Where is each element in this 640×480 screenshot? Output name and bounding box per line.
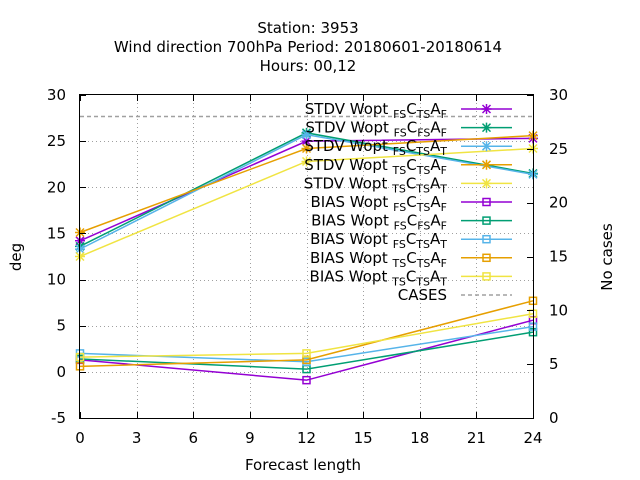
- y2-tick-label-20: 20: [549, 194, 568, 212]
- chart-title-line2: Wind direction 700hPa Period: 20180601-2…: [114, 38, 502, 56]
- legend-entry-6: BIAS Wopt FSCFSAF: [311, 212, 512, 233]
- legend-entry-4: STDV Wopt TSCTSAT: [304, 174, 512, 195]
- plot-frame: [79, 94, 534, 419]
- legend-marker-3: [481, 159, 492, 170]
- x-tick-label-0: 0: [75, 429, 85, 447]
- legend-entry-7: BIAS Wopt FSCTSAT: [310, 230, 512, 251]
- legend-label-7: BIAS Wopt FSCTSAT: [310, 230, 447, 251]
- series-5-line: [79, 319, 534, 381]
- y-tick-label-0: 0: [56, 363, 66, 381]
- legend-marker-0: [481, 104, 492, 114]
- legend-marker-9: [482, 272, 491, 281]
- chart-title-line3: Hours: 00,12: [260, 57, 357, 75]
- x-tick-label-6: 6: [188, 429, 198, 447]
- x-tick-label-24: 24: [523, 429, 542, 447]
- series-2-point-1: [301, 129, 312, 140]
- y-tick-label-25: 25: [47, 132, 66, 150]
- legend-label-5: BIAS Wopt FSCTSAF: [311, 193, 447, 214]
- legend-entry-cases: CASES: [398, 286, 512, 304]
- legend-entry-5: BIAS Wopt FSCTSAF: [311, 193, 512, 214]
- y2-tick-label-5: 5: [549, 355, 559, 373]
- legend-label-3: STDV Wopt TSCTSAF: [304, 156, 447, 177]
- series-9-line: [79, 312, 534, 358]
- legend-marker-2: [481, 141, 492, 152]
- x-tick-label-3: 3: [132, 429, 142, 447]
- legend-marker-1: [481, 122, 492, 133]
- legend-label-2: STDV Wopt FSCTSAT: [304, 137, 447, 158]
- legend-entry-8: BIAS Wopt TSCTSAF: [310, 249, 512, 270]
- y2-tick-label-25: 25: [549, 140, 568, 158]
- y2-tick-label-0: 0: [549, 409, 559, 427]
- legend-label-9: BIAS Wopt TSCTSAT: [310, 267, 448, 288]
- x-tick-label-18: 18: [410, 429, 429, 447]
- legend-entry-1: STDV Wopt FSCFSAF: [305, 119, 512, 140]
- x-tick-label-9: 9: [245, 429, 255, 447]
- y2-tick-label-15: 15: [549, 248, 568, 266]
- legend-label-cases: CASES: [398, 286, 447, 304]
- chart-title-line1: Station: 3953: [257, 19, 358, 37]
- y2-axis-label: No cases: [598, 223, 616, 291]
- y-tick-label--5: -5: [51, 409, 66, 427]
- legend-marker-4: [481, 178, 492, 189]
- legend-entry-0: STDV Wopt FSCTSAF: [305, 100, 512, 121]
- legend-entry-2: STDV Wopt FSCTSAT: [304, 137, 512, 158]
- y2-tick-label-30: 30: [549, 86, 568, 104]
- legend-marker-6: [482, 216, 491, 225]
- series-4-point-1: [301, 156, 312, 167]
- y-axis-label: deg: [7, 243, 25, 271]
- legend-label-8: BIAS Wopt TSCTSAF: [310, 249, 447, 270]
- x-tick-label-21: 21: [467, 429, 486, 447]
- legend-label-1: STDV Wopt FSCFSAF: [305, 119, 447, 140]
- legend-entry-3: STDV Wopt TSCTSAF: [304, 156, 512, 177]
- series-6-line: [79, 331, 534, 370]
- x-tick-label-12: 12: [297, 429, 316, 447]
- legend-label-0: STDV Wopt FSCTSAF: [305, 100, 447, 121]
- y-tick-label-20: 20: [47, 178, 66, 196]
- legend-label-4: STDV Wopt TSCTSAT: [304, 174, 447, 195]
- legend-marker-8: [482, 253, 491, 263]
- y2-tick-label-10: 10: [549, 301, 568, 319]
- y-tick-label-10: 10: [47, 271, 66, 289]
- series-0-point-1: [301, 136, 312, 147]
- axis-ticks: 0 3 6 9 12 15 18 21 24 -5 0 5 10 15 20 25 30 0 5 10 15 20 25 30: [47, 86, 568, 447]
- legend-entry-9: BIAS Wopt TSCTSAT: [310, 267, 512, 288]
- legend-marker-7: [482, 234, 491, 244]
- x-axis-label: Forecast length: [245, 456, 361, 474]
- series-8-line: [79, 300, 534, 368]
- legend-label-6: BIAS Wopt FSCFSAF: [311, 212, 447, 233]
- y-tick-label-5: 5: [56, 317, 66, 335]
- series-9-point-1: [302, 349, 311, 358]
- y-tick-label-15: 15: [47, 224, 66, 242]
- x-tick-label-15: 15: [354, 429, 373, 447]
- series-5-point-1: [302, 375, 311, 385]
- legend-marker-5: [482, 197, 491, 207]
- y-tick-label-30: 30: [47, 86, 66, 104]
- series-3-point-1: [301, 143, 312, 154]
